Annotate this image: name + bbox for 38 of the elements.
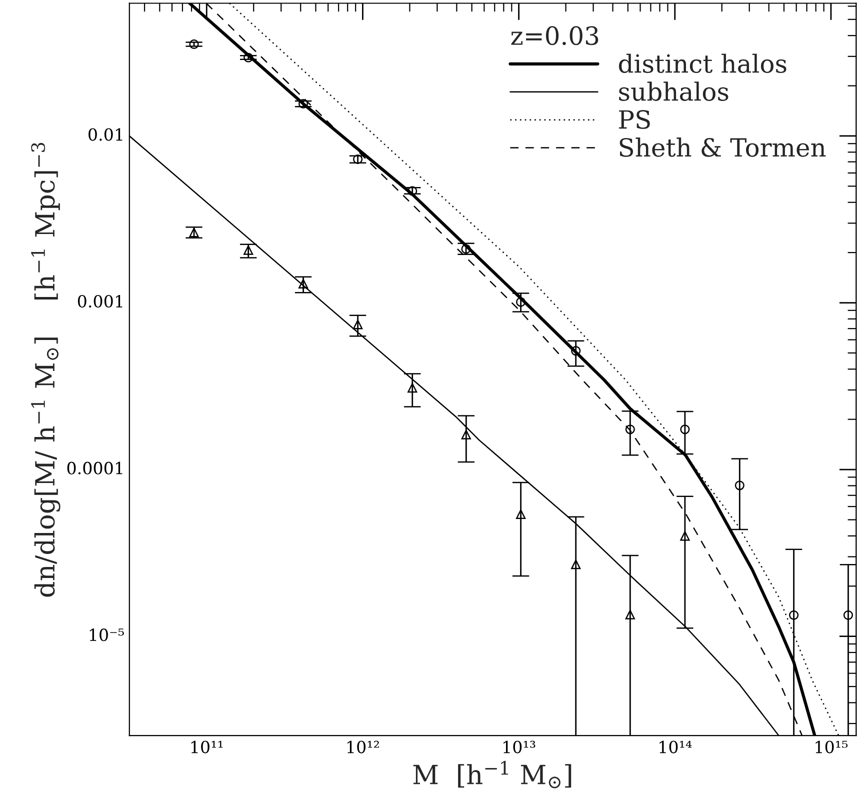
point (189, 39, 199, 50)
x-tick-label: 10¹¹ (191, 740, 223, 754)
point (571, 560, 581, 570)
point (298, 98, 308, 109)
point (516, 297, 526, 307)
point (516, 509, 526, 519)
legend-label: subhalos (619, 82, 728, 101)
y-tick-label: 0.01 (88, 128, 122, 141)
x-tick-label: 10¹⁴ (660, 740, 692, 754)
point (189, 228, 199, 238)
x-tick-label: 10¹² (347, 740, 379, 754)
legend-title: z=0.03 (511, 26, 598, 46)
point (843, 610, 854, 620)
point (625, 424, 635, 434)
y-tick-label: 10⁻⁵ (90, 628, 124, 642)
y-tick-label: 0.0001 (67, 462, 122, 474)
legend-label: Sheth & Tormen (620, 138, 826, 157)
point (353, 154, 363, 164)
y-axis-title: dn/dlog[M/ h$^{−1}$ M$_{⊙}$] [h$^{−1}$ Mpc]$^{−3}$ (31, 142, 60, 597)
x-tick-label: 10¹³ (504, 740, 536, 754)
point (625, 610, 635, 620)
x-tick-label: 10¹⁵ (816, 740, 848, 754)
point (244, 245, 254, 255)
point (789, 610, 799, 620)
x-axis-title: M [h$^{−1}$ M$_{⊙}$] (413, 760, 572, 788)
point (244, 52, 254, 62)
point (408, 383, 418, 393)
point (461, 244, 471, 254)
point (353, 320, 363, 330)
point (298, 278, 308, 289)
point (680, 531, 690, 541)
point (680, 424, 690, 434)
point (571, 346, 581, 356)
point (734, 480, 744, 490)
y-tick-label: 0.001 (78, 294, 122, 308)
legend-label: distinct halos (618, 54, 786, 74)
legend-label: PS (619, 110, 650, 129)
point (461, 430, 471, 440)
